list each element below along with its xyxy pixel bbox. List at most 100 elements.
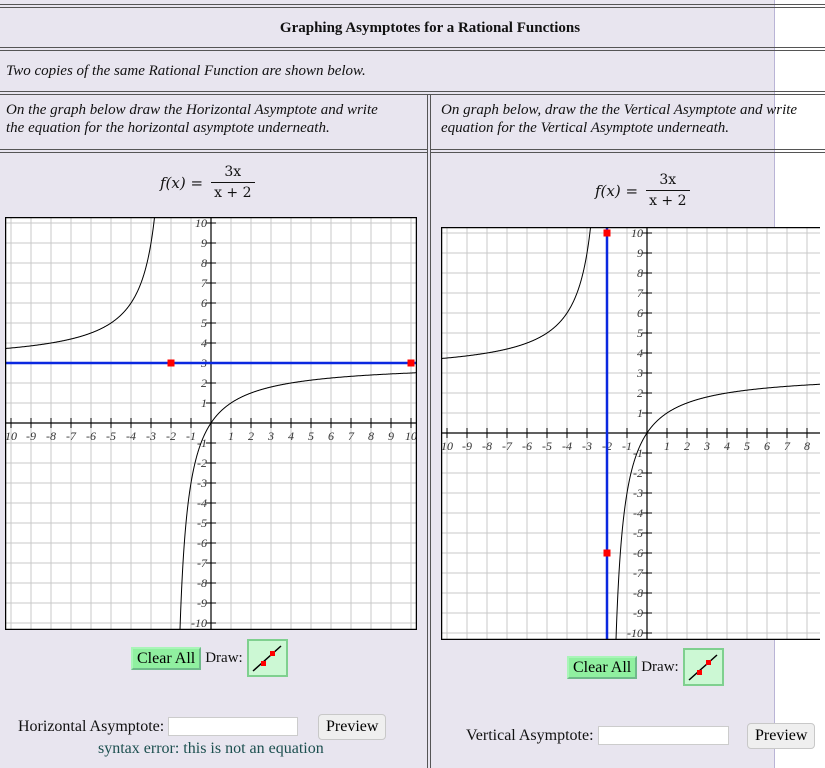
line-segment-icon <box>252 645 282 672</box>
svg-text:-2: -2 <box>633 466 643 480</box>
instruction-line: equation for the Vertical Asymptote unde… <box>441 120 730 136</box>
graph-canvas[interactable]: 10-9-8-7-6-5-4-3-2-112345678910109876543… <box>441 227 820 640</box>
page-title: Graphing Asymptotes for a Rational Funct… <box>279 20 581 36</box>
formula-numerator: 3x <box>224 164 242 180</box>
svg-text:9: 9 <box>388 429 394 443</box>
svg-text:6: 6 <box>764 439 770 453</box>
left-formula: f(x) = 3x x + 2 <box>160 164 255 201</box>
formula-lhs: f(x) = <box>160 173 204 192</box>
svg-text:9: 9 <box>201 236 207 250</box>
svg-text:1: 1 <box>201 396 207 410</box>
line-tool-button[interactable] <box>682 648 724 686</box>
svg-text:-9: -9 <box>633 606 643 620</box>
svg-text:-4: -4 <box>562 439 572 453</box>
svg-text:8: 8 <box>368 429 374 443</box>
svg-text:-3: -3 <box>633 486 643 500</box>
svg-text:-9: -9 <box>197 596 207 610</box>
vertical-asymptote-input[interactable] <box>597 726 729 745</box>
svg-text:-2: -2 <box>166 429 176 443</box>
draw-label: Draw: <box>641 658 679 675</box>
formula-fraction: 3x x + 2 <box>646 172 690 209</box>
clear-all-button[interactable]: Clear All <box>567 655 638 679</box>
svg-text:2: 2 <box>684 439 690 453</box>
svg-text:3: 3 <box>267 429 274 443</box>
svg-text:-3: -3 <box>582 439 592 453</box>
svg-text:-6: -6 <box>633 546 643 560</box>
preview-button[interactable]: Preview <box>318 714 387 740</box>
svg-text:-8: -8 <box>197 576 207 590</box>
svg-text:2: 2 <box>637 386 643 400</box>
svg-text:5: 5 <box>308 429 314 443</box>
answer-label: Vertical Asymptote: <box>466 726 594 744</box>
svg-text:-8: -8 <box>482 439 492 453</box>
svg-text:8: 8 <box>637 266 643 280</box>
svg-text:-7: -7 <box>197 556 208 570</box>
svg-text:-2: -2 <box>197 456 207 470</box>
svg-text:7: 7 <box>784 439 791 453</box>
svg-text:-4: -4 <box>126 429 136 443</box>
column-divider <box>427 94 428 768</box>
horizontal-asymptote-graph[interactable]: 10-9-8-7-6-5-4-3-2-112345678910109876543… <box>5 217 417 630</box>
svg-text:2: 2 <box>248 429 254 443</box>
clear-all-button[interactable]: Clear All <box>131 646 202 670</box>
svg-text:-9: -9 <box>462 439 472 453</box>
svg-text:-3: -3 <box>146 429 156 443</box>
svg-text:-7: -7 <box>502 439 513 453</box>
svg-text:-6: -6 <box>522 439 532 453</box>
divider <box>0 91 825 95</box>
svg-text:4: 4 <box>724 439 730 453</box>
svg-text:10: 10 <box>405 429 417 443</box>
svg-text:-9: -9 <box>26 429 36 443</box>
svg-text:-8: -8 <box>633 586 643 600</box>
svg-text:1: 1 <box>664 439 670 453</box>
svg-text:-10: -10 <box>191 616 207 630</box>
svg-text:6: 6 <box>201 296 207 310</box>
left-graph-controls: Clear All Draw: <box>131 639 288 677</box>
svg-text:-10: -10 <box>627 626 643 640</box>
formula-numerator: 3x <box>659 172 677 188</box>
svg-text:2: 2 <box>201 376 207 390</box>
error-message: syntax error: this is not an equation <box>98 740 324 757</box>
svg-text:-1: -1 <box>197 436 207 450</box>
svg-text:10: 10 <box>441 439 453 453</box>
line-segment-icon <box>688 654 718 681</box>
svg-text:8: 8 <box>201 256 207 270</box>
svg-text:4: 4 <box>637 346 643 360</box>
svg-text:-1: -1 <box>633 446 643 460</box>
page-subtitle: Two copies of the same Rational Function… <box>6 63 366 79</box>
svg-text:-7: -7 <box>633 566 644 580</box>
svg-text:-5: -5 <box>633 526 643 540</box>
line-tool-button[interactable] <box>246 639 288 677</box>
divider <box>431 149 825 153</box>
draw-label: Draw: <box>205 649 243 666</box>
vertical-asymptote-answer: Vertical Asymptote: <box>466 726 729 745</box>
svg-text:3: 3 <box>636 366 643 380</box>
formula-fraction: 3x x + 2 <box>211 164 255 201</box>
right-instruction: On graph below, draw the the Vertical As… <box>441 101 797 137</box>
vertical-asymptote-graph[interactable]: 10-9-8-7-6-5-4-3-2-112345678910109876543… <box>441 227 820 640</box>
instruction-line: On the graph below draw the Horizontal A… <box>6 102 378 118</box>
divider <box>0 4 825 8</box>
horizontal-asymptote-input[interactable] <box>168 717 299 736</box>
horizontal-asymptote-answer: Horizontal Asymptote: <box>18 717 299 736</box>
graph-canvas[interactable]: 10-9-8-7-6-5-4-3-2-112345678910109876543… <box>5 217 417 630</box>
svg-text:7: 7 <box>201 276 208 290</box>
svg-text:5: 5 <box>637 326 643 340</box>
svg-text:-7: -7 <box>66 429 77 443</box>
svg-text:5: 5 <box>201 316 207 330</box>
formula-denominator: x + 2 <box>211 182 255 201</box>
svg-text:-1: -1 <box>622 439 632 453</box>
answer-label: Horizontal Asymptote: <box>18 717 165 735</box>
svg-text:9: 9 <box>637 246 643 260</box>
svg-text:-4: -4 <box>197 496 207 510</box>
preview-button[interactable]: Preview <box>747 723 816 749</box>
svg-text:-5: -5 <box>106 429 116 443</box>
formula-denominator: x + 2 <box>646 190 690 209</box>
svg-text:10: 10 <box>195 217 207 230</box>
svg-text:7: 7 <box>637 286 644 300</box>
svg-text:6: 6 <box>637 306 643 320</box>
instruction-line: the equation for the horizontal asymptot… <box>6 120 330 136</box>
right-graph-controls: Clear All Draw: <box>567 648 724 686</box>
svg-text:-1: -1 <box>186 429 196 443</box>
svg-text:5: 5 <box>744 439 750 453</box>
